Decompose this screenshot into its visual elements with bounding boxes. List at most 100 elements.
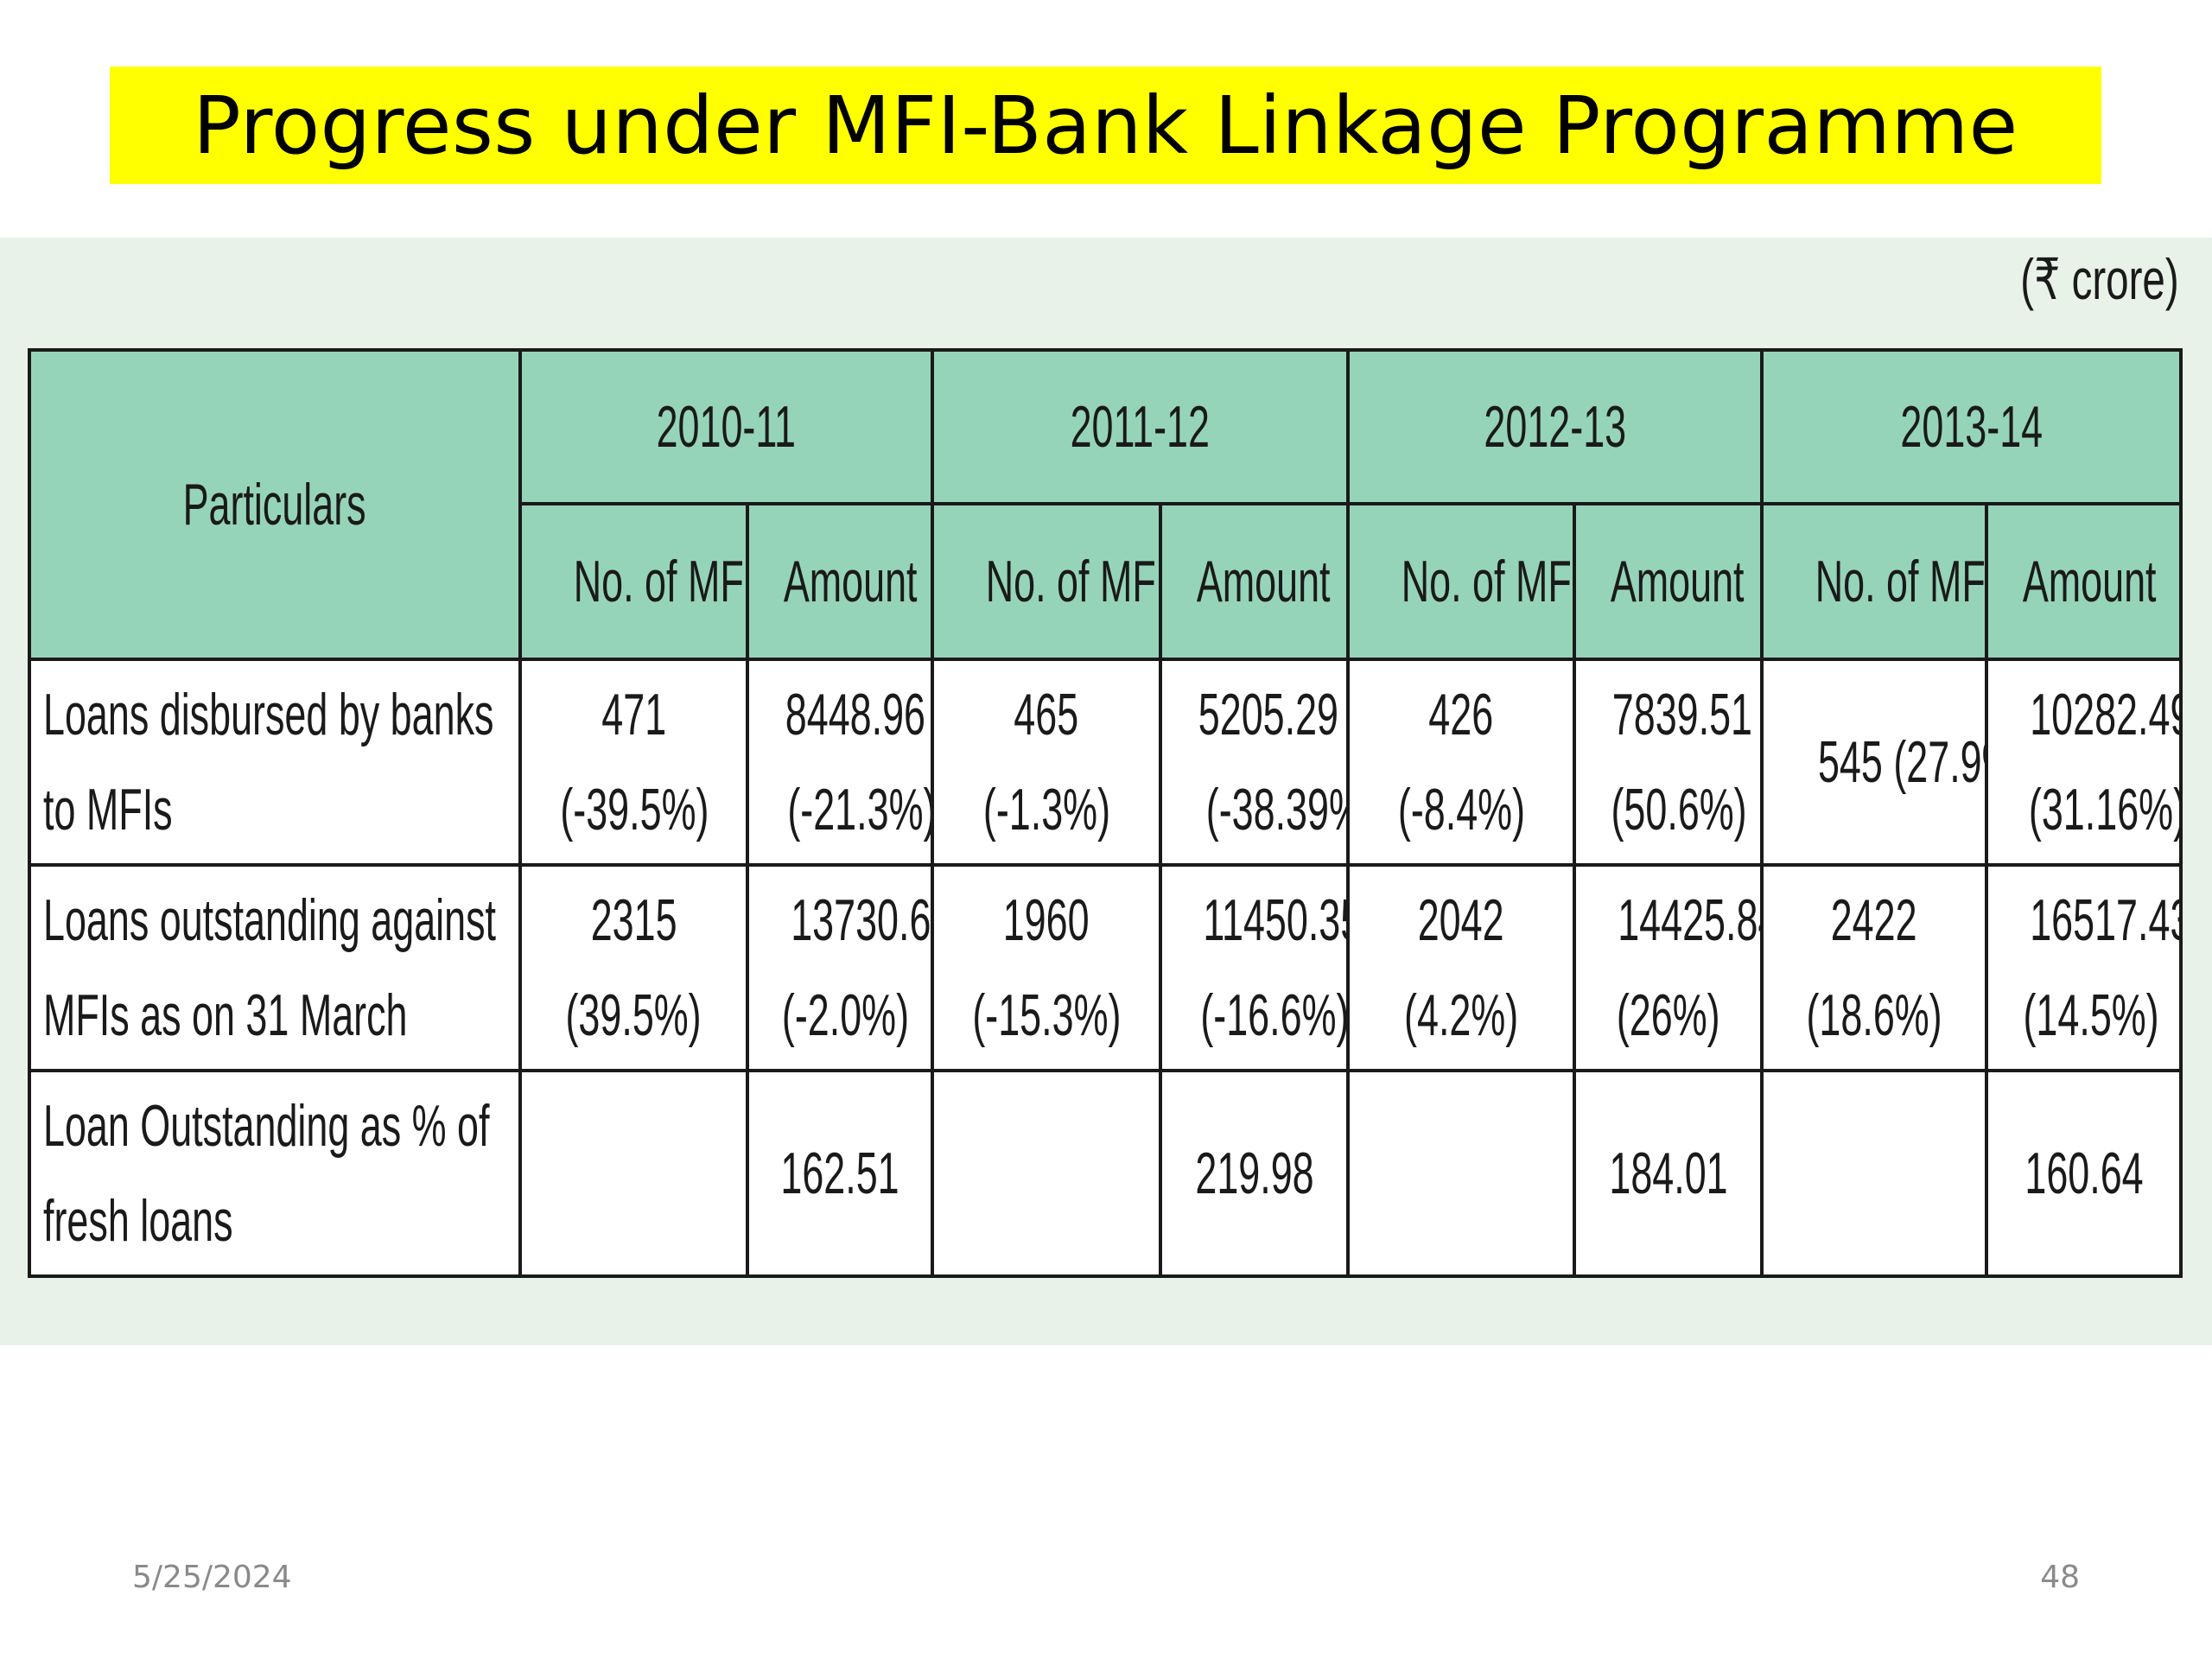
particulars-header: Particulars (28, 348, 522, 661)
cell-value: 2042 (1418, 887, 1504, 953)
cell-change: (-15.3%) (972, 982, 1122, 1048)
table-cell: 219.98 (1159, 1069, 1351, 1278)
row-label-line: to MFIs (43, 777, 173, 842)
table-cell (518, 1069, 749, 1278)
year-header: 2010-11 (518, 348, 935, 505)
year-label: 2010-11 (656, 394, 797, 460)
sub-header: No. of MFIs (1346, 502, 1577, 661)
year-label: 2012-13 (1484, 394, 1626, 460)
year-header: 2013-14 (1760, 348, 2183, 505)
table-cell: 2042 (4.2%) (1346, 863, 1577, 1072)
cell-change: (39.5%) (565, 982, 702, 1048)
table-cell: 184.01 (1573, 1069, 1764, 1278)
cell-change: (-38.39%) (1205, 777, 1344, 842)
cell-value: 10282.49 (2030, 682, 2182, 747)
table-cell: 7839.51 (50.6%) (1573, 658, 1764, 867)
cell-value: 8448.96 (785, 682, 926, 747)
cell-change: (4.2%) (1403, 982, 1519, 1048)
row-label: Loans outstanding against MFIs as on 31 … (28, 863, 522, 1072)
year-label: 2011-12 (1070, 394, 1211, 460)
cell-change: (-16.6%) (1200, 982, 1349, 1048)
sub-header-label: No. of MFIs (1815, 549, 1986, 614)
cell-value: 545 (27.9%) (1818, 729, 1983, 795)
cell-value: 11450.35 (1203, 887, 1349, 953)
cell-value: 16517.43 (2030, 887, 2182, 953)
sub-header-label: No. of MFIs (985, 549, 1157, 614)
table-cell (1760, 1069, 1989, 1278)
table-cell: 16517.43 (14.5%) (1985, 863, 2183, 1072)
cell-change: (-1.3%) (982, 777, 1110, 842)
table-cell: 162.51 (745, 1069, 935, 1278)
cell-change: (31.16%) (2028, 777, 2182, 842)
cell-change: (26%) (1616, 982, 1720, 1048)
row-label-line: Loan Outstanding as % of (43, 1093, 490, 1159)
page-number: 48 (2040, 1560, 2080, 1595)
row-label-line: Loans disbursed by banks (43, 682, 494, 747)
row-label-line: Loans outstanding against (43, 887, 497, 953)
mfi-linkage-table: Particulars 2010-11 2011-12 2012-13 2013… (28, 348, 2183, 1278)
footer-date: 5/25/2024 (132, 1560, 292, 1595)
table-cell: 465 (-1.3%) (931, 658, 1163, 867)
sub-header: Amount (1985, 502, 2183, 661)
sub-header-label: Amount (783, 549, 918, 614)
sub-header: No. of MFIs (1760, 502, 1989, 661)
sub-header-label: No. of MFIs (573, 549, 744, 614)
cell-value: 1960 (1003, 887, 1090, 953)
row-label-line: MFIs as on 31 March (43, 982, 408, 1048)
table-cell: 5205.29 (-38.39%) (1159, 658, 1351, 867)
cell-value: 162.51 (780, 1141, 899, 1206)
table-cell: 8448.96 (-21.3%) (745, 658, 935, 867)
row-label: Loan Outstanding as % of fresh loans (28, 1069, 522, 1278)
table-cell: 545 (27.9%) (1760, 658, 1989, 867)
cell-change: (-8.4%) (1397, 777, 1525, 842)
table-panel: (₹ crore) Particulars 2010-11 2011-12 20… (0, 238, 2212, 1345)
table-row: Loan Outstanding as % of fresh loans 162… (28, 1069, 2183, 1278)
year-label: 2013-14 (1900, 394, 2043, 460)
cell-value: 7839.51 (1611, 682, 1753, 747)
table-cell: 1960 (-15.3%) (931, 863, 1163, 1072)
sub-header-row: No. of MFIs Amount No. of MFIs Amount No… (29, 502, 2183, 661)
cell-value: 5205.29 (1198, 682, 1339, 747)
sub-header-label: Amount (1610, 549, 1745, 614)
cell-change: (50.6%) (1611, 777, 1747, 842)
table-cell: 10282.49 (31.16%) (1985, 658, 2183, 867)
table-cell: 2315 (39.5%) (518, 863, 749, 1072)
sub-header: Amount (1573, 502, 1764, 661)
cell-value: 219.98 (1194, 1141, 1314, 1206)
slide-title: Progress under MFI-Bank Linkage Programm… (193, 79, 2018, 172)
cell-value: 2422 (1831, 887, 1917, 953)
cell-value: 184.01 (1608, 1141, 1728, 1206)
table-cell: 426 (-8.4%) (1346, 658, 1577, 867)
row-label-line: fresh loans (43, 1188, 233, 1254)
year-header-row: Particulars 2010-11 2011-12 2012-13 2013… (28, 348, 2183, 661)
particulars-header-label: Particulars (182, 472, 367, 537)
sub-header-label: Amount (2022, 549, 2157, 614)
sub-header: Amount (1159, 502, 1351, 661)
table-cell: 471 (-39.5%) (518, 658, 749, 867)
cell-value: 2315 (590, 887, 677, 953)
sub-header-label: Amount (1196, 549, 1331, 614)
table-cell: 2422 (18.6%) (1760, 863, 1989, 1072)
unit-label: (₹ crore) (2020, 247, 2179, 311)
sub-header-label: No. of MFIs (1401, 549, 1572, 614)
cell-value: 14425.84 (1618, 887, 1758, 953)
cell-change: (-39.5%) (560, 777, 709, 842)
cell-change: (14.5%) (2023, 982, 2159, 1048)
sub-header: Amount (745, 502, 935, 661)
table-cell: 11450.35 (-16.6%) (1159, 863, 1351, 1072)
table-cell: 13730.62 (-2.0%) (745, 863, 935, 1072)
table-cell: 14425.84 (26%) (1573, 863, 1764, 1072)
cell-change: (-2.0%) (781, 982, 910, 1048)
cell-value: 160.64 (2024, 1141, 2144, 1206)
table-row: Loans disbursed by banks to MFIs 471 (-39… (28, 658, 2183, 867)
cell-change: (-21.3%) (787, 777, 933, 842)
cell-value: 465 (1014, 682, 1079, 747)
sub-header: No. of MFIs (518, 502, 749, 661)
year-header: 2011-12 (931, 348, 1351, 505)
table-cell: 160.64 (1985, 1069, 2183, 1278)
cell-value: 471 (601, 682, 666, 747)
table-cell (1346, 1069, 1577, 1278)
sub-header: No. of MFIs (931, 502, 1163, 661)
year-header: 2012-13 (1346, 348, 1764, 505)
cell-value: 13730.62 (791, 887, 931, 953)
